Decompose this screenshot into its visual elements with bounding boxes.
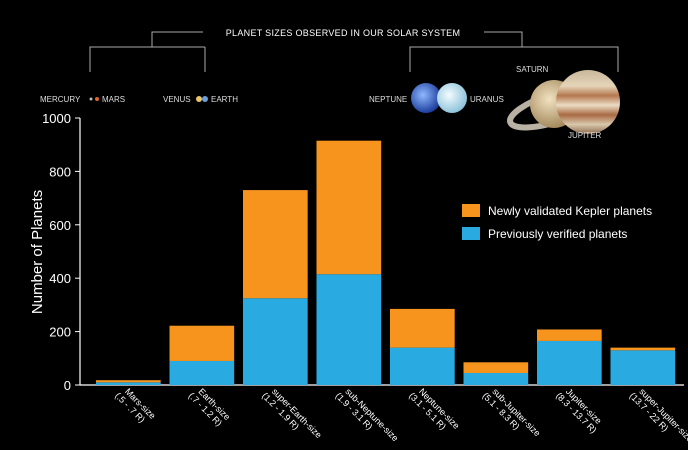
bar-new-5 xyxy=(390,308,455,348)
legend-swatch-new xyxy=(462,204,480,217)
bar-new-4 xyxy=(316,140,382,275)
bar-previous-5 xyxy=(390,347,455,385)
y-tick-label: 0 xyxy=(64,378,71,393)
x-tick-label-group: super-Jupiter-size(13.7 - 22 R) xyxy=(628,386,688,444)
y-tick-label: 600 xyxy=(49,218,71,233)
bar-new-7 xyxy=(537,329,602,341)
label-mercury: MERCURY xyxy=(40,95,81,104)
x-tick-label-group: Neptune-size(3.1 - 5.1 R) xyxy=(407,386,461,431)
bar-new-6 xyxy=(463,362,529,373)
solar-system-banner: PLANET SIZES OBSERVED IN OUR SOLAR SYSTE… xyxy=(40,28,620,140)
mars-icon xyxy=(95,97,99,101)
bar-new-1 xyxy=(96,380,161,383)
label-mars: MARS xyxy=(102,95,125,104)
banner-bracket-right-inner xyxy=(409,46,522,72)
earth-icon xyxy=(202,96,208,102)
bar-previous-8 xyxy=(610,350,676,385)
legend-label-previous: Previously verified planets xyxy=(488,227,627,241)
bars xyxy=(96,140,676,385)
label-saturn: SATURN xyxy=(516,65,549,74)
label-uranus: URANUS xyxy=(470,95,504,104)
legend-label-new: Newly validated Kepler planets xyxy=(488,204,652,218)
uranus-icon xyxy=(437,83,467,113)
x-tick-label-group: Mars-size(.5 - .7 R) xyxy=(113,386,158,424)
bar-new-3 xyxy=(243,190,308,299)
label-venus: VENUS xyxy=(163,95,191,104)
x-tick-labels: Mars-size(.5 - .7 R) Earth-size(.7 - 1.2 … xyxy=(113,386,688,444)
bar-previous-4 xyxy=(316,274,382,385)
x-tick-label-group: Earth-size(.7 - 1.2 R) xyxy=(187,386,233,428)
jupiter-icon xyxy=(556,70,620,134)
label-earth: EARTH xyxy=(211,95,238,104)
bar-previous-2 xyxy=(169,360,235,385)
bar-previous-7 xyxy=(537,340,602,385)
bar-new-8 xyxy=(610,347,676,351)
banner-title: PLANET SIZES OBSERVED IN OUR SOLAR SYSTE… xyxy=(226,28,461,38)
x-tick-label-group: sub-Neptune-size(1.9 - 3.1 R) xyxy=(334,386,401,443)
y-tick-label: 400 xyxy=(49,271,71,286)
y-axis-title: Number of Planets xyxy=(29,190,46,314)
y-tick-label: 1000 xyxy=(42,111,71,126)
y-tick-label: 200 xyxy=(49,325,71,340)
bar-previous-6 xyxy=(463,372,529,385)
x-tick-label-group: Jupiter-size(8.3 - 13.7 R) xyxy=(554,386,604,435)
x-tick-label-group: super-Earth-size(1.2 - 1.9 R) xyxy=(260,386,324,440)
x-tick-label-group: sub-Jupiter-size(5.1 - 8.3 R) xyxy=(481,386,543,438)
venus-icon xyxy=(196,96,202,102)
legend-swatch-previous xyxy=(462,227,480,240)
bar-new-2 xyxy=(169,325,235,361)
bar-previous-3 xyxy=(243,298,308,385)
bar-previous-1 xyxy=(96,382,161,385)
label-neptune: NEPTUNE xyxy=(369,95,407,104)
y-tick-label: 800 xyxy=(49,164,71,179)
neptune-icon xyxy=(411,83,441,113)
mercury-icon xyxy=(89,97,93,101)
banner-bracket-right xyxy=(484,31,619,72)
y-ticks: 0 200 400 600 800 1000 xyxy=(42,111,80,393)
y-axis: 0 200 400 600 800 1000 Number of Planets xyxy=(29,111,81,393)
banner-bracket-left xyxy=(89,31,203,72)
x-tick-label: super-Jupiter-size xyxy=(637,386,688,444)
legend: Newly validated Kepler planets Previousl… xyxy=(462,204,652,241)
label-jupiter: JUPITER xyxy=(568,131,602,140)
